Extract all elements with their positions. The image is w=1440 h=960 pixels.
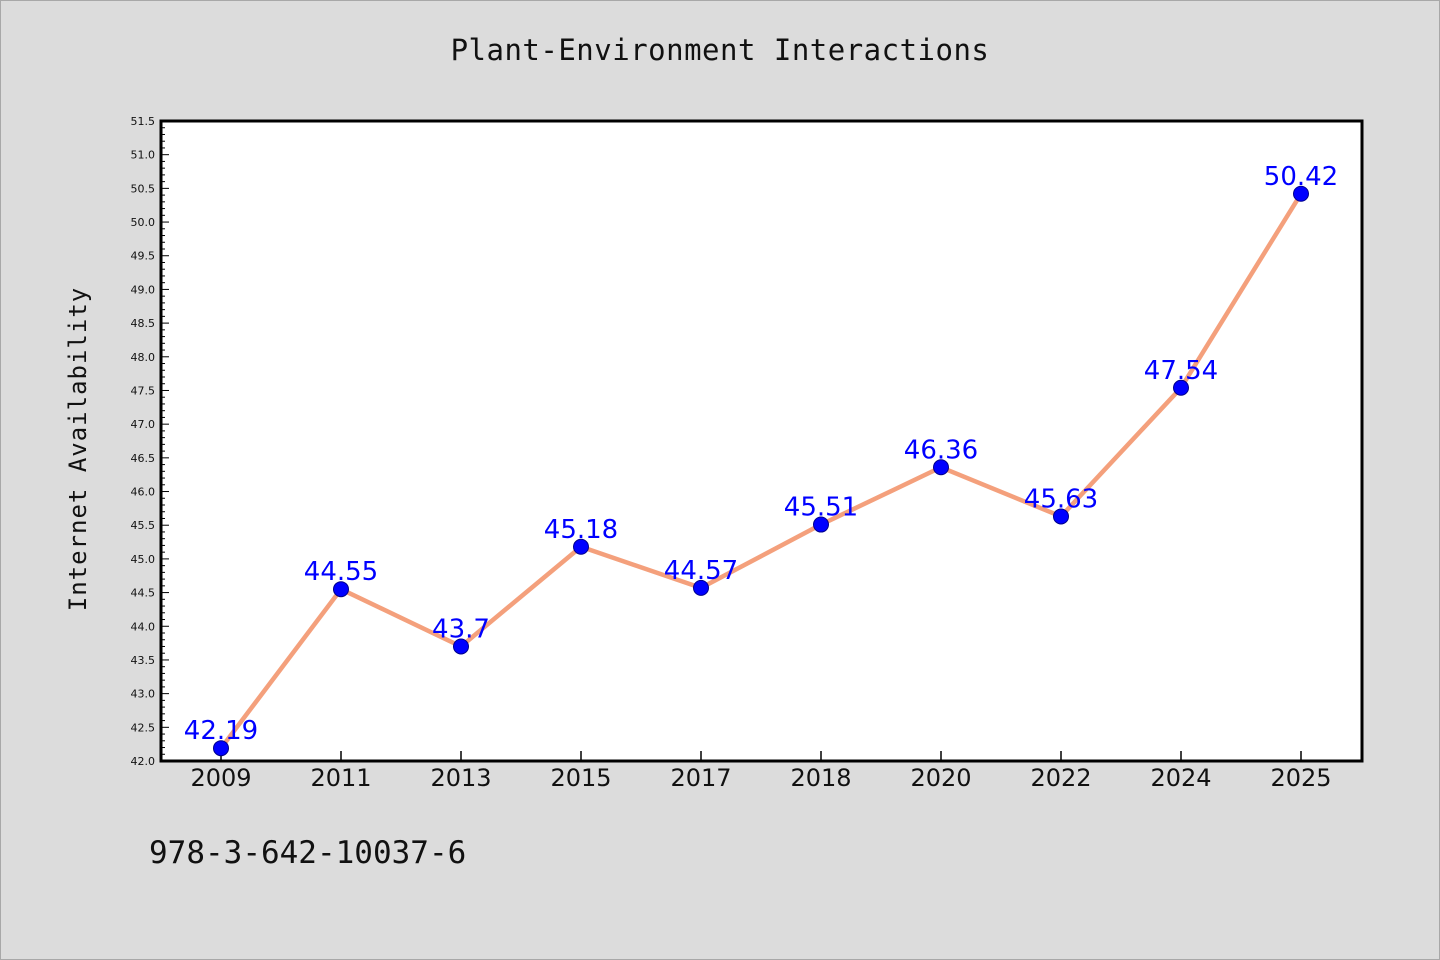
- data-label: 50.42: [1264, 162, 1338, 192]
- isbn-code: 978-3-642-10037-6: [149, 835, 467, 871]
- y-tick-label: 47.5: [131, 384, 156, 397]
- series-line: [218, 191, 1304, 751]
- y-tick-label: 42.5: [131, 721, 156, 734]
- data-point: [1173, 379, 1189, 396]
- x-tick-label: 2024: [1150, 764, 1211, 792]
- data-point: [933, 459, 949, 476]
- y-tick-label: 46.5: [131, 452, 156, 465]
- y-tick-label: 50.5: [131, 182, 156, 195]
- x-tick-label: 2017: [670, 764, 731, 792]
- y-axis-title: Internet Availability: [64, 287, 92, 611]
- y-tick-label: 42.0: [131, 755, 156, 768]
- x-tick-label: 2013: [430, 764, 491, 792]
- data-point: [333, 581, 349, 598]
- x-tick-label: 2011: [310, 764, 371, 792]
- x-axis: 2009 2011 2013 2015 2017 2018 2020 2022 2024 2025: [190, 751, 1332, 792]
- y-tick-label: 47.0: [131, 418, 156, 431]
- y-tick-label: 50.0: [131, 216, 156, 229]
- series-layer: 42.19 44.55 43.7 45.18 44.57 45.51 46.36 45.63 4…: [184, 162, 1338, 757]
- data-label: 44.55: [304, 557, 378, 587]
- data-point: [453, 638, 469, 655]
- y-tick-label: 44.0: [131, 620, 156, 633]
- data-label: 46.36: [904, 435, 978, 465]
- x-tick-label: 2025: [1270, 764, 1331, 792]
- data-point: [1053, 508, 1069, 525]
- data-point: [573, 538, 589, 555]
- data-point: [1293, 185, 1309, 202]
- data-label: 47.54: [1144, 356, 1218, 386]
- y-tick-label: 45.5: [131, 519, 156, 532]
- y-axis: 42.0 42.5 43.0 43.5 44.0 44.5 45.0 45.5 46.0 46.5…: [131, 115, 169, 768]
- y-tick-label: 43.0: [131, 688, 156, 701]
- data-label: 45.63: [1024, 484, 1098, 514]
- data-label: 45.18: [544, 515, 618, 545]
- plot-area: [159, 119, 1364, 763]
- x-tick-label: 2022: [1030, 764, 1091, 792]
- data-label: 44.57: [664, 556, 738, 586]
- y-tick-label: 51.0: [131, 149, 156, 162]
- chart-title: Plant-Environment Interactions: [450, 33, 990, 67]
- y-tick-label: 48.5: [131, 317, 156, 330]
- data-label: 43.7: [432, 614, 490, 644]
- x-tick-label: 2009: [190, 764, 251, 792]
- y-tick-label: 51.5: [131, 115, 156, 128]
- data-point: [213, 740, 229, 757]
- y-tick-label: 43.5: [131, 654, 156, 667]
- y-tick-label: 44.5: [131, 587, 156, 600]
- data-point: [813, 516, 829, 533]
- y-tick-label: 45.0: [131, 553, 156, 566]
- y-tick-label: 49.5: [131, 250, 156, 263]
- y-tick-label: 48.0: [131, 351, 156, 364]
- y-tick-label: 49.0: [131, 283, 156, 296]
- data-label: 42.19: [184, 716, 258, 746]
- y-tick-label: 46.0: [131, 486, 156, 499]
- data-label: 45.51: [784, 493, 858, 523]
- x-tick-label: 2018: [790, 764, 851, 792]
- x-tick-label: 2015: [550, 764, 611, 792]
- data-point: [693, 579, 709, 596]
- x-tick-label: 2020: [910, 764, 971, 792]
